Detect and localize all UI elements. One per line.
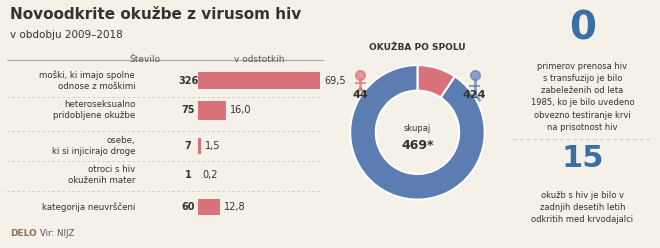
Text: 7: 7 [185, 141, 191, 151]
FancyBboxPatch shape [198, 101, 226, 120]
Text: 469*: 469* [401, 139, 434, 152]
Text: 75: 75 [182, 105, 195, 115]
Text: 1,5: 1,5 [205, 141, 220, 151]
Text: 0: 0 [569, 10, 596, 48]
Text: Število: Število [129, 55, 161, 63]
Text: 0,2: 0,2 [203, 170, 218, 180]
Text: v odstotkih: v odstotkih [234, 55, 284, 63]
Text: 69,5: 69,5 [324, 76, 346, 86]
Text: moški, ki imajo spolne
odnose z moškimi: moški, ki imajo spolne odnose z moškimi [40, 70, 135, 91]
Text: kategorija neuvrščeni: kategorija neuvrščeni [42, 202, 135, 212]
Text: osebe,
ki si injicirajo droge: osebe, ki si injicirajo droge [51, 136, 135, 156]
Text: 12,8: 12,8 [224, 202, 246, 212]
Text: skupaj: skupaj [404, 124, 431, 133]
Text: DELO: DELO [10, 229, 37, 238]
Text: 15: 15 [561, 144, 604, 173]
Text: okužb s hiv je bilo v
zadnjih desetih letih
odkritih med krvodajalci: okužb s hiv je bilo v zadnjih desetih le… [531, 191, 634, 224]
Text: heteroseksualno
pridobljene okužbe: heteroseksualno pridobljene okužbe [53, 100, 135, 121]
FancyBboxPatch shape [198, 138, 201, 154]
Text: OKUŽBA PO SPOLU: OKUŽBA PO SPOLU [369, 43, 466, 52]
FancyBboxPatch shape [198, 72, 320, 89]
Text: 326: 326 [178, 76, 198, 86]
Text: Novoodkrite okužbe z virusom hiv: Novoodkrite okužbe z virusom hiv [10, 7, 301, 22]
Text: 424: 424 [463, 90, 486, 100]
Text: 60: 60 [182, 202, 195, 212]
Text: v obdobju 2009–2018: v obdobju 2009–2018 [10, 30, 123, 40]
Text: 44: 44 [352, 90, 368, 100]
Text: primerov prenosa hiv
s transfuzijo je bilo
zabeleženih od leta
1985, ko je bilo : primerov prenosa hiv s transfuzijo je bi… [531, 62, 634, 132]
Text: 1: 1 [185, 170, 191, 180]
Wedge shape [417, 65, 455, 98]
Text: 16,0: 16,0 [230, 105, 251, 115]
FancyBboxPatch shape [198, 199, 220, 215]
Text: otroci s hiv
okuženih mater: otroci s hiv okuženih mater [68, 165, 135, 185]
Wedge shape [350, 65, 484, 200]
Text: Vir: NIJZ: Vir: NIJZ [40, 229, 74, 238]
